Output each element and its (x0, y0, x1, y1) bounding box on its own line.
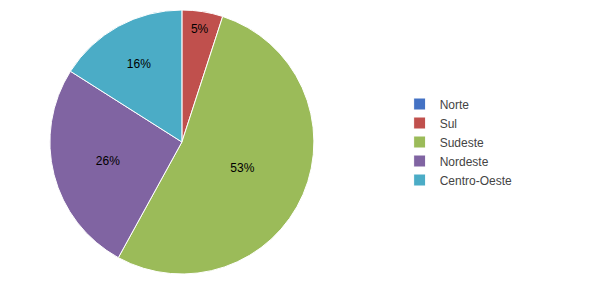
svg-text:Nordeste: Nordeste (440, 155, 489, 169)
svg-text:26%: 26% (96, 154, 120, 168)
svg-text:16%: 16% (127, 57, 151, 71)
svg-text:Centro-Oeste: Centro-Oeste (440, 174, 512, 188)
svg-text:Sul: Sul (440, 117, 457, 131)
svg-text:Norte: Norte (440, 98, 470, 112)
svg-text:53%: 53% (230, 161, 254, 175)
svg-text:5%: 5% (191, 22, 209, 36)
svg-text:Sudeste: Sudeste (440, 136, 484, 150)
